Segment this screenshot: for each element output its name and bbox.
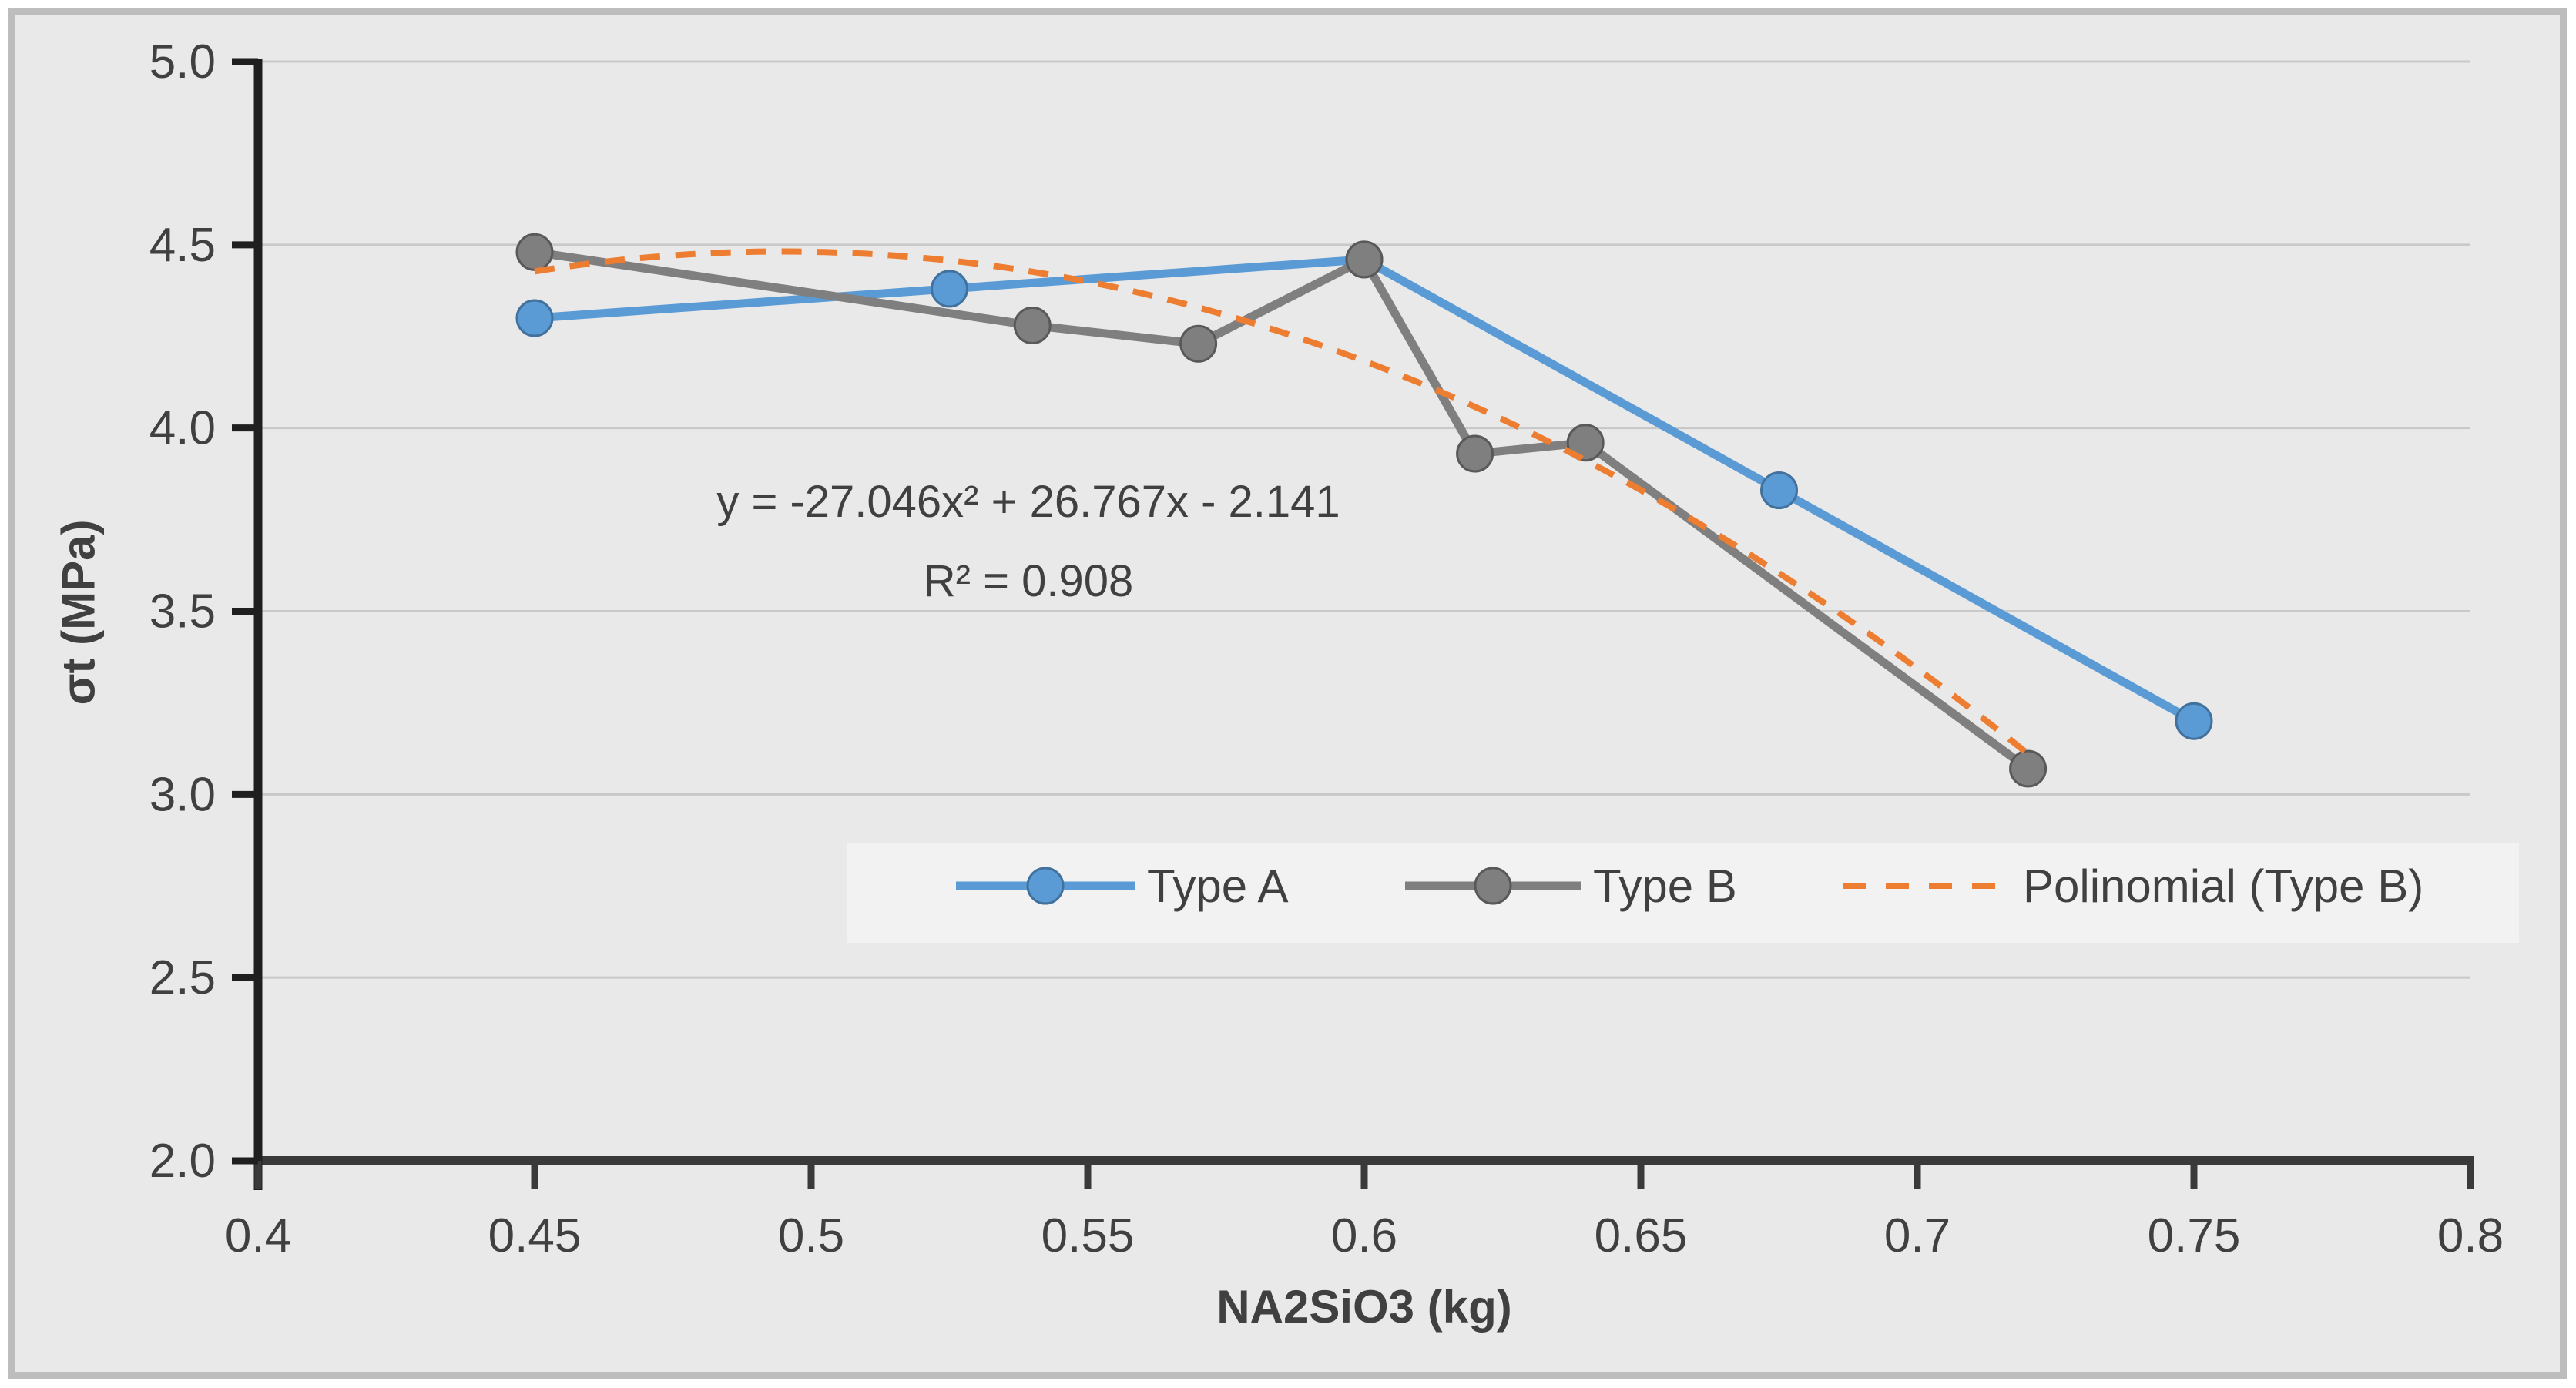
x-tick-label: 0.5 bbox=[778, 1209, 844, 1262]
data-point-type-a bbox=[931, 270, 968, 308]
y-axis-title: σt (MPa) bbox=[52, 519, 105, 706]
y-tick-label: 5.0 bbox=[149, 35, 216, 89]
x-tick-label: 0.65 bbox=[1595, 1209, 1688, 1262]
data-point-type-b bbox=[1456, 434, 1494, 473]
y-tick-label: 2.0 bbox=[149, 1135, 216, 1188]
data-point-type-a bbox=[515, 299, 554, 337]
trendline-equation: y = -27.046x² + 26.767x - 2.141 R² = 0.9… bbox=[662, 462, 1394, 621]
data-point-type-b bbox=[1013, 307, 1052, 344]
legend-item-type-b: Type B bbox=[1402, 857, 1737, 915]
y-tick-label: 4.5 bbox=[149, 219, 216, 272]
y-tick-label: 2.5 bbox=[149, 951, 216, 1004]
legend-sample-type-a bbox=[956, 867, 1135, 905]
x-tick-label: 0.55 bbox=[1041, 1209, 1135, 1262]
legend-background bbox=[847, 843, 2519, 943]
x-tick-label: 0.45 bbox=[488, 1209, 582, 1262]
legend-sample-polynomial bbox=[1843, 883, 2003, 889]
x-tick-label: 0.6 bbox=[1331, 1209, 1397, 1262]
x-tick-label: 0.75 bbox=[2148, 1209, 2241, 1262]
y-tick-label: 3.5 bbox=[149, 585, 216, 639]
y-tick-label: 3.0 bbox=[149, 768, 216, 821]
trendline-path bbox=[534, 248, 2031, 756]
legend-sample-type-b bbox=[1405, 867, 1581, 905]
y-tick-label: 4.0 bbox=[149, 402, 216, 455]
x-axis-title: NA2SiO3 (kg) bbox=[1216, 1281, 1512, 1333]
legend-item-polynomial: Polinomial (Type B) bbox=[1841, 857, 2423, 915]
data-point-type-b bbox=[515, 233, 554, 271]
x-tick-label: 0.8 bbox=[2437, 1209, 2504, 1262]
legend-label-type-a: Type A bbox=[1147, 860, 1289, 912]
data-point-type-a bbox=[2175, 702, 2213, 740]
data-point-type-b bbox=[1566, 424, 1605, 462]
trendline-equation-line: y = -27.046x² + 26.767x - 2.141 bbox=[716, 477, 1340, 527]
legend-label-type-b: Type B bbox=[1593, 860, 1737, 912]
data-point-type-a bbox=[1760, 471, 1798, 509]
data-point-type-b bbox=[2009, 749, 2048, 788]
data-point-type-b bbox=[1345, 240, 1384, 279]
data-point-type-b bbox=[1179, 324, 1218, 363]
trendline-r-squared: R² = 0.908 bbox=[923, 556, 1134, 606]
x-tick-label: 0.4 bbox=[225, 1209, 291, 1262]
legend-item-type-a: Type A bbox=[953, 857, 1288, 915]
legend-label-polynomial: Polinomial (Type B) bbox=[2023, 860, 2424, 912]
x-tick-label: 0.7 bbox=[1884, 1209, 1950, 1262]
